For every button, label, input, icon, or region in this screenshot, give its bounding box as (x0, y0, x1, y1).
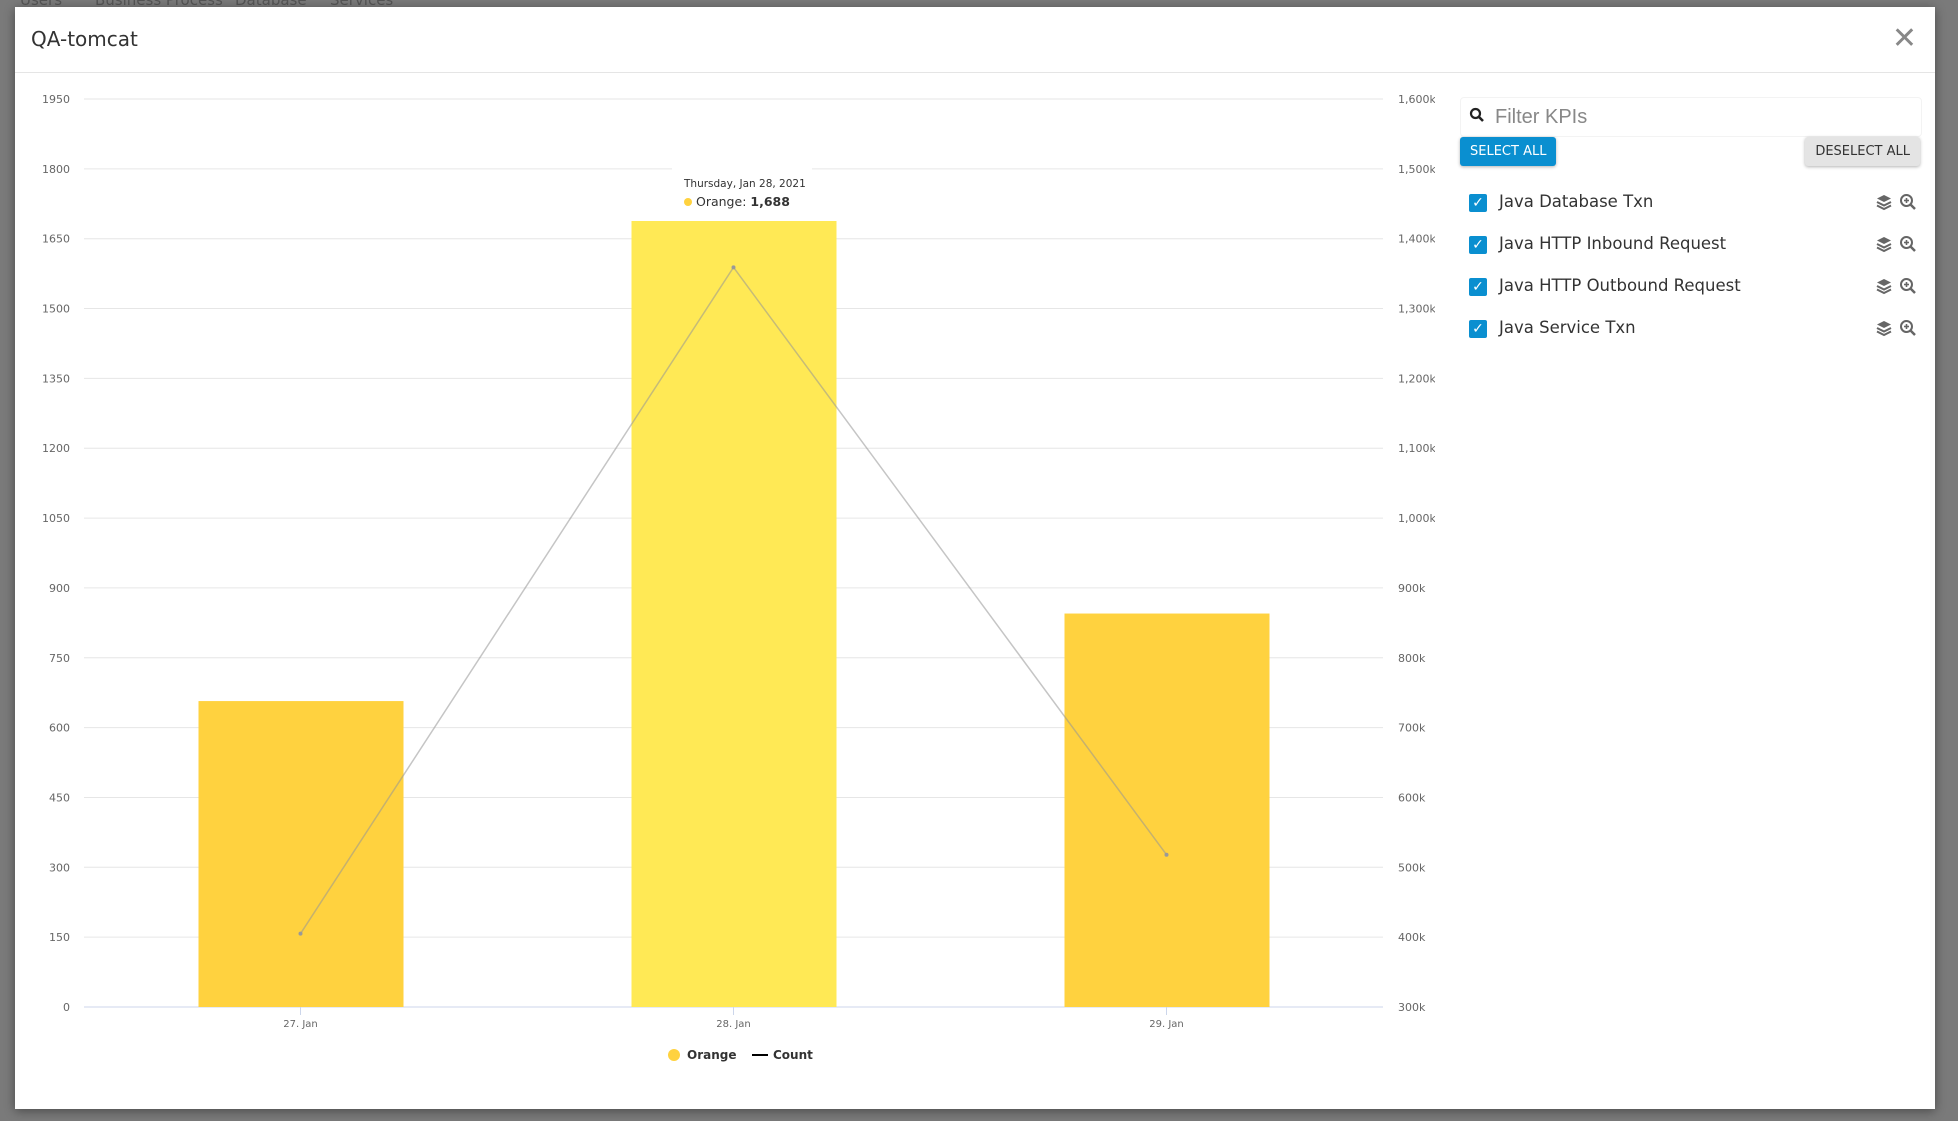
nav-users: Users (20, 0, 62, 8)
left-axis-tick: 900 (49, 582, 70, 595)
checkbox[interactable]: ✓ (1469, 236, 1487, 254)
left-axis-tick: 600 (49, 722, 70, 735)
filter-box (1460, 97, 1922, 137)
zoom-in-icon[interactable] (1899, 319, 1917, 337)
zoom-in-icon[interactable] (1899, 193, 1917, 211)
right-axis-tick: 600k (1398, 791, 1426, 804)
kpi-label: Java Service Txn (1499, 318, 1636, 337)
right-axis-tick: 500k (1398, 861, 1426, 874)
checkbox[interactable]: ✓ (1469, 278, 1487, 296)
kpi-item[interactable]: ✓ Java HTTP Inbound Request (1469, 231, 1919, 261)
checkbox[interactable]: ✓ (1469, 320, 1487, 338)
kpi-label: Java HTTP Inbound Request (1499, 234, 1727, 253)
x-axis-label: 28. Jan (716, 1019, 751, 1030)
layers-icon[interactable] (1875, 277, 1893, 295)
layers-icon[interactable] (1875, 319, 1893, 337)
right-axis-tick: 1,400k (1398, 233, 1435, 246)
zoom-in-icon[interactable] (1899, 277, 1917, 295)
nav-business-process: Business Process (95, 0, 223, 8)
count-point (731, 265, 736, 270)
layers-icon[interactable] (1875, 235, 1893, 253)
nav-database: Database (235, 0, 307, 8)
left-axis-tick: 1650 (42, 233, 70, 246)
background-nav: Users Business Process Database Services (0, 0, 1958, 8)
left-axis-tick: 1200 (42, 442, 70, 455)
kpi-label: Java HTTP Outbound Request (1499, 276, 1741, 295)
bar (1064, 613, 1270, 1007)
count-point (1164, 852, 1169, 857)
x-axis-label: 29. Jan (1149, 1019, 1184, 1030)
zoom-in-icon[interactable] (1899, 235, 1917, 253)
tooltip-series: Orange (696, 194, 743, 209)
left-axis-tick: 1500 (42, 303, 70, 316)
tooltip-value-row: Orange: 1,688 (684, 194, 790, 209)
left-axis-tick: 750 (49, 652, 70, 665)
left-axis-tick: 450 (49, 791, 70, 804)
tooltip-value: 1,688 (750, 194, 790, 209)
bar (198, 701, 404, 1007)
chart-tooltip: Thursday, Jan 28, 2021 Orange: 1,688 (672, 168, 812, 216)
chart: 0 150 300 450 600 750 900 1050 1200 1350 1500 1650 1… (42, 93, 1435, 1062)
right-axis-tick: 1,600k (1398, 93, 1435, 106)
right-axis-tick: 400k (1398, 931, 1426, 944)
right-axis-tick: 1,500k (1398, 163, 1435, 176)
search-icon (1469, 107, 1484, 122)
kpi-label: Java Database Txn (1499, 192, 1654, 211)
kpi-item[interactable]: ✓ Java Database Txn (1469, 189, 1919, 219)
layers-icon[interactable] (1875, 193, 1893, 211)
legend-orange-icon (668, 1049, 680, 1061)
right-axis-tick: 700k (1398, 722, 1426, 735)
checkbox[interactable]: ✓ (1469, 194, 1487, 212)
left-axis-tick: 1050 (42, 512, 70, 525)
nav-services: Services (330, 0, 393, 8)
deselect-all-button[interactable]: DESELECT ALL (1805, 137, 1920, 166)
legend-count: Count (773, 1048, 813, 1062)
close-icon[interactable]: ✕ (1891, 21, 1917, 56)
right-axis-tick: 1,000k (1398, 512, 1435, 525)
kpi-item[interactable]: ✓ Java HTTP Outbound Request (1469, 273, 1919, 303)
left-axis-tick: 1350 (42, 372, 70, 385)
x-axis-label: 27. Jan (283, 1019, 318, 1030)
count-point (298, 931, 303, 936)
series-dot-icon (684, 198, 692, 206)
bar (631, 220, 837, 1008)
left-axis-tick: 1950 (42, 93, 70, 106)
right-axis-tick: 800k (1398, 652, 1426, 665)
right-axis-tick: 900k (1398, 582, 1426, 595)
right-axis-tick: 300k (1398, 1001, 1426, 1014)
right-axis-tick: 1,200k (1398, 372, 1435, 385)
left-axis-tick: 1800 (42, 163, 70, 176)
left-axis-tick: 300 (49, 861, 70, 874)
left-axis-tick: 0 (63, 1001, 70, 1014)
kpi-item[interactable]: ✓ Java Service Txn (1469, 315, 1919, 345)
select-all-button[interactable]: SELECT ALL (1460, 137, 1557, 166)
filter-kpis-input[interactable] (1493, 102, 1897, 132)
left-axis-tick: 150 (49, 931, 70, 944)
right-axis-tick: 1,300k (1398, 303, 1435, 316)
tooltip-date: Thursday, Jan 28, 2021 (684, 178, 806, 190)
modal-header: QA-tomcat ✕ (15, 7, 1935, 73)
modal-title: QA-tomcat (31, 27, 138, 51)
kpi-modal: QA-tomcat ✕ 0 150 300 450 600 750 900 1050 1200 1… (15, 7, 1935, 1109)
legend-orange: Orange (687, 1048, 737, 1062)
right-axis-tick: 1,100k (1398, 442, 1435, 455)
